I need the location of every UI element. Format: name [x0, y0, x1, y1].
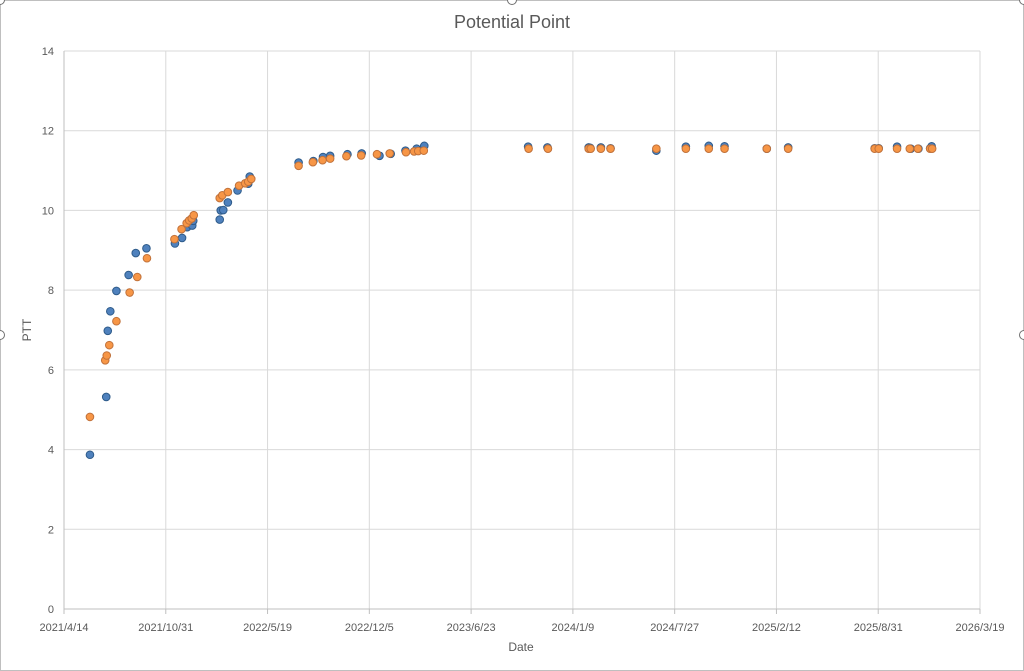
data-point[interactable] [704, 144, 714, 153]
x-tick-label: 2025/8/31 [854, 622, 903, 634]
x-tick-label: 2022/12/5 [345, 622, 394, 634]
data-point[interactable] [125, 288, 134, 297]
data-point[interactable] [142, 253, 152, 263]
data-point[interactable] [177, 233, 187, 243]
y-tick-label: 14 [42, 46, 54, 58]
x-tick-label: 2026/3/19 [956, 622, 1005, 634]
data-point[interactable] [223, 198, 233, 207]
resize-handle-top-right[interactable] [1019, 0, 1024, 5]
data-point[interactable] [905, 144, 915, 153]
data-point[interactable] [104, 340, 114, 350]
data-point[interactable] [102, 351, 112, 360]
data-point[interactable] [223, 187, 233, 197]
y-tick-labels: 0 2 4 6 8 10 12 14 [42, 46, 54, 616]
data-point[interactable] [543, 144, 553, 153]
y-axis-title: PTT [20, 318, 34, 341]
data-point[interactable] [142, 243, 151, 253]
axes [63, 51, 981, 614]
data-point[interactable] [246, 174, 256, 184]
data-point[interactable] [342, 151, 351, 161]
data-point[interactable] [189, 210, 199, 220]
data-point[interactable] [524, 144, 533, 153]
series-1 [85, 141, 936, 460]
y-tick-label: 2 [48, 524, 54, 536]
chart-title: Potential Point [454, 12, 570, 32]
data-point[interactable] [106, 306, 115, 316]
y-tick-label: 0 [48, 604, 54, 616]
data-point[interactable] [385, 149, 394, 158]
data-point[interactable] [124, 270, 133, 280]
y-tick-label: 12 [42, 126, 54, 138]
data-point[interactable] [596, 144, 606, 153]
data-point[interactable] [112, 286, 121, 296]
series-2 [85, 144, 937, 422]
data-point[interactable] [356, 151, 366, 160]
x-tick-label: 2021/10/31 [138, 622, 193, 634]
data-point[interactable] [874, 144, 884, 153]
data-point[interactable] [131, 248, 141, 258]
data-point[interactable] [401, 147, 411, 157]
data-point[interactable] [325, 154, 335, 163]
x-axis-title: Date [508, 640, 534, 654]
data-point[interactable] [720, 144, 729, 153]
y-tick-label: 8 [48, 285, 54, 297]
data-point[interactable] [85, 412, 95, 422]
data-point[interactable] [762, 144, 772, 153]
data-point[interactable] [112, 316, 121, 326]
data-point[interactable] [586, 144, 596, 153]
data-point[interactable] [606, 144, 615, 153]
data-point[interactable] [294, 161, 303, 171]
data-point[interactable] [318, 155, 327, 165]
data-point[interactable] [101, 392, 111, 402]
x-tick-label: 2024/1/9 [551, 622, 594, 634]
data-point[interactable] [927, 144, 937, 153]
data-point[interactable] [892, 144, 902, 153]
data-point[interactable] [132, 272, 142, 282]
x-tick-label: 2021/4/14 [40, 622, 89, 634]
data-point[interactable] [308, 157, 318, 167]
y-tick-label: 6 [48, 365, 54, 377]
data-point[interactable] [652, 144, 661, 153]
data-point[interactable] [419, 146, 429, 155]
resize-handle-middle-right[interactable] [1019, 330, 1024, 340]
x-tick-label: 2025/2/12 [752, 622, 801, 634]
data-point[interactable] [215, 215, 225, 224]
data-point[interactable] [681, 144, 691, 153]
data-point[interactable] [85, 450, 95, 460]
data-point[interactable] [218, 205, 228, 215]
x-tick-label: 2023/6/23 [447, 622, 496, 634]
data-point[interactable] [783, 144, 793, 153]
y-tick-label: 10 [42, 205, 54, 217]
data-point[interactable] [170, 234, 179, 244]
y-tick-label: 4 [48, 445, 54, 457]
data-point[interactable] [177, 224, 186, 234]
x-tick-label: 2022/5/19 [243, 622, 292, 634]
x-tick-labels: 2021/4/14 2021/10/31 2022/5/19 2022/12/5 202… [40, 622, 1005, 634]
data-point[interactable] [103, 326, 113, 336]
gridlines [63, 50, 981, 609]
data-point[interactable] [913, 144, 923, 153]
x-tick-label: 2024/7/27 [650, 622, 699, 634]
data-points [85, 141, 937, 460]
data-point[interactable] [372, 149, 382, 159]
